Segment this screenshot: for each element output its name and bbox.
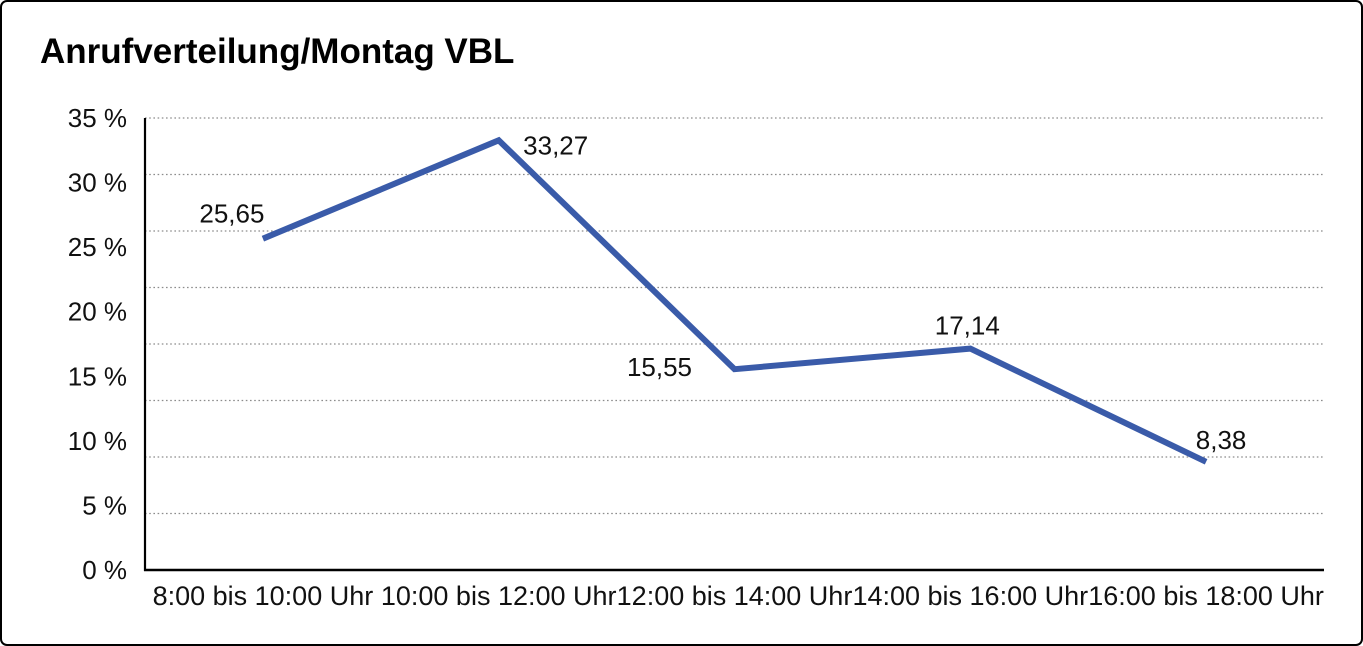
x-axis-label: 14:00 bis 16:00 Uhr (852, 581, 1088, 611)
y-tick-label: 10 % (68, 426, 127, 456)
y-tick-label: 25 % (68, 232, 127, 262)
x-axis-label: 12:00 bis 14:00 Uhr (617, 581, 853, 611)
data-label: 33,27 (523, 130, 588, 160)
chart-title: Anrufverteilung/Montag VBL (40, 32, 515, 71)
data-label: 15,55 (627, 352, 692, 382)
y-tick-label: 5 % (82, 490, 127, 520)
data-label: 8,38 (1196, 425, 1247, 455)
y-tick-label: 15 % (68, 361, 127, 391)
data-line (261, 136, 1208, 465)
data-label: 25,65 (199, 199, 264, 229)
x-axis-label: 10:00 bis 12:00 Uhr (381, 581, 617, 611)
y-tick-label: 30 % (68, 168, 127, 198)
y-tick-label: 20 % (68, 297, 127, 327)
y-tick-label: 0 % (82, 555, 127, 585)
data-label: 17,14 (935, 311, 1000, 341)
y-tick-label: 35 % (68, 103, 127, 133)
x-axis-label: 8:00 bis 10:00 Uhr (153, 581, 374, 611)
x-axis-label: 16:00 bis 18:00 Uhr (1088, 581, 1324, 611)
